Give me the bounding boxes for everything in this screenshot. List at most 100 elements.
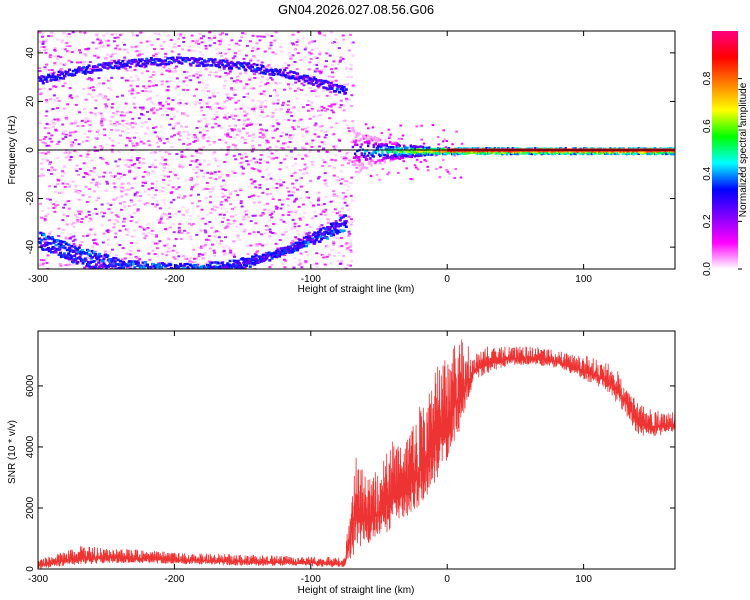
- spectrogram-noise-cell: [103, 134, 107, 137]
- spectrogram-noise-cell: [213, 36, 217, 39]
- spectrogram-arc-cell: [109, 270, 112, 273]
- spectrogram-noise-cell: [240, 36, 244, 39]
- spectrogram-noise-cell: [87, 174, 91, 177]
- spectrogram-arc-cell: [149, 59, 152, 62]
- spectrogram-noise-cell: [94, 242, 98, 245]
- spectrogram-noise-cell: [341, 192, 345, 194]
- spectrogram-noise-cell: [124, 102, 128, 105]
- spectrogram-noise-cell: [178, 165, 182, 168]
- spectrogram-noise-cell: [309, 58, 313, 60]
- spectrogram-noise-cell: [122, 225, 126, 228]
- spectrogram-tone-cell: [374, 143, 377, 146]
- spectrogram-noise-cell: [46, 213, 50, 216]
- spectrogram-arc-cell: [284, 250, 288, 253]
- spectrogram-arc-cell: [160, 266, 164, 269]
- spectrogram-noise-cell: [332, 240, 335, 243]
- spectrogram-noise-cell: [154, 125, 158, 128]
- spectrogram-noise-cell: [254, 222, 258, 225]
- spectrogram-noise-cell: [99, 45, 103, 48]
- spectrogram-arc-cell: [113, 60, 116, 63]
- spectrogram-noise-cell: [211, 126, 215, 129]
- spectrogram-noise-cell: [65, 182, 69, 185]
- spectrogram-noise-cell: [126, 51, 130, 54]
- spectrogram-noise-cell: [135, 142, 139, 145]
- spectrogram-noise-cell: [136, 157, 139, 160]
- spectrogram-noise-cell: [289, 111, 293, 114]
- spectrogram-noise-cell: [158, 221, 161, 224]
- spectrogram-noise-cell: [209, 211, 213, 214]
- spectrogram-arc-cell: [318, 229, 322, 233]
- spectrogram-tone-cell: [392, 146, 395, 149]
- spectrogram-noise-cell: [291, 33, 295, 36]
- spectrogram-noise-cell: [81, 140, 85, 143]
- spectrogram-arc-cell: [260, 71, 264, 74]
- spectrogram-noise-cell: [295, 44, 299, 47]
- spectrogram-noise-cell: [79, 198, 83, 201]
- spectrogram-noise-cell: [88, 130, 92, 133]
- spectrogram-noise-cell: [188, 45, 192, 48]
- spectrogram-arc-cell: [241, 267, 245, 269]
- spectrogram-noise-cell: [279, 207, 283, 210]
- spectrogram-noise-cell: [124, 67, 128, 70]
- spectrogram-arc-cell: [123, 65, 127, 68]
- spectrogram-arc-cell: [199, 271, 202, 274]
- spectrogram-noise-cell: [337, 178, 341, 181]
- spectrogram-noise-cell: [228, 223, 232, 225]
- spectrogram-noise-cell: [106, 98, 110, 101]
- spectrogram-noise-cell: [261, 133, 265, 136]
- spectrogram-noise-cell: [324, 130, 327, 133]
- spectrogram-noise-cell: [232, 219, 236, 222]
- spectrogram-noise-cell: [244, 213, 248, 216]
- spectrogram-arc-cell: [200, 61, 204, 64]
- spectrogram-noise-cell: [114, 129, 118, 132]
- spectrogram-noise-cell: [186, 89, 190, 92]
- spectrogram-noise-cell: [207, 239, 210, 241]
- spectrogram-noise-cell: [178, 102, 182, 104]
- spectrogram-arc-cell: [153, 266, 157, 269]
- spectrogram-noise-cell: [128, 111, 132, 114]
- spectrogram-noise-cell: [208, 143, 212, 146]
- spectrogram-noise-cell: [239, 202, 243, 205]
- spectrogram-noise-cell: [194, 100, 198, 103]
- spectrogram-noise-cell: [296, 31, 300, 34]
- spectrogram-noise-cell: [211, 243, 214, 246]
- spectrogram-arc-cell: [167, 62, 170, 66]
- spectrogram-noise-cell: [92, 190, 96, 193]
- spectrogram-arc-cell: [160, 269, 163, 272]
- spectrogram-noise-cell: [330, 249, 334, 251]
- spectrogram-arc-cell: [249, 64, 253, 67]
- spectrogram-noise-cell: [167, 67, 171, 70]
- spectrogram-tone-cell: [528, 150, 531, 153]
- spectrogram-noise-cell: [103, 212, 106, 215]
- spectrogram-noise-cell: [71, 31, 75, 34]
- spectrogram-noise-cell: [139, 140, 143, 143]
- spectrogram-noise-cell: [346, 83, 350, 86]
- spectrogram-tone-cell: [377, 153, 381, 156]
- spectrogram-noise-cell: [217, 124, 221, 127]
- spectrogram-noise-cell: [150, 182, 154, 185]
- spectrogram-arc-cell: [96, 267, 100, 269]
- spectrogram-marks: [38, 31, 675, 274]
- spectrogram-tone-cell: [357, 171, 360, 174]
- spectrogram-noise-cell: [364, 123, 368, 126]
- spectrogram-noise-cell: [258, 162, 262, 165]
- spectrogram-noise-cell: [89, 79, 93, 82]
- spectrogram-noise-cell: [286, 146, 290, 148]
- spectrogram-noise-cell: [303, 56, 307, 59]
- spectrogram-noise-cell: [205, 181, 209, 184]
- spectrogram-arc-cell: [42, 233, 46, 237]
- spectrogram-arc-cell: [208, 264, 212, 267]
- spectrogram-noise-cell: [106, 39, 110, 42]
- spectrogram-noise-cell: [98, 267, 102, 269]
- spectrogram-noise-cell: [120, 111, 124, 114]
- spectrogram-tone-cell: [385, 148, 388, 151]
- spectrogram-arc-cell: [74, 252, 78, 255]
- spectrogram-noise-cell: [202, 82, 205, 85]
- spectrogram-arc-cell: [227, 263, 231, 267]
- spectrogram-noise-cell: [188, 178, 192, 181]
- spectrogram-noise-cell: [39, 92, 43, 95]
- spectrogram-noise-cell: [264, 99, 268, 102]
- spectrogram-noise-cell: [104, 40, 108, 43]
- spectrogram-noise-cell: [225, 117, 229, 120]
- spectrogram-noise-cell: [340, 156, 344, 159]
